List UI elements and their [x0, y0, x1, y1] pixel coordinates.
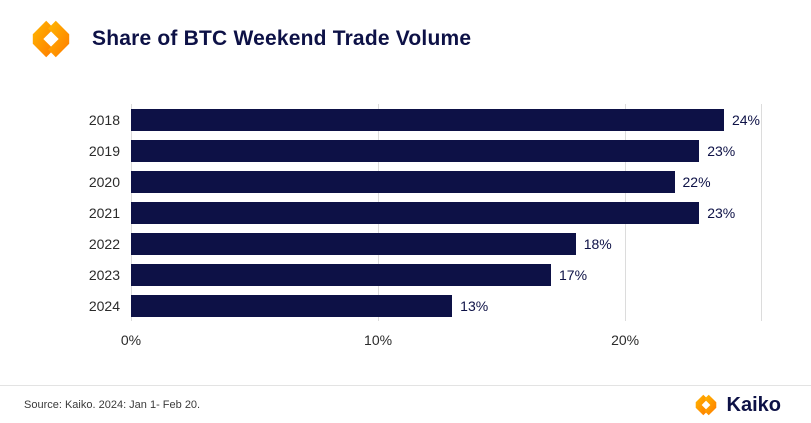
value-label: 23%	[707, 142, 736, 159]
bar-row-2021: 23%	[131, 197, 761, 228]
x-tick-label: 10%	[364, 332, 393, 348]
bar-row-2024: 13%	[131, 290, 761, 321]
bar-row-2018: 24%	[131, 104, 761, 135]
year-label: 2022	[88, 235, 120, 252]
brand-name: Kaiko	[726, 393, 781, 416]
year-label: 2020	[88, 173, 120, 190]
bar-rows: 24% 23% 22% 23% 18% 17% 13%	[131, 104, 761, 321]
year-label: 2023	[88, 266, 120, 283]
bar-2018	[131, 108, 724, 131]
gridline	[761, 104, 762, 321]
x-tick-label: 0%	[120, 332, 142, 348]
year-label: 2021	[88, 204, 120, 221]
bar-2020	[131, 170, 675, 193]
x-tick-label: 20%	[611, 332, 640, 348]
bar-row-2022: 18%	[131, 228, 761, 259]
brand: Kaiko	[693, 392, 781, 418]
page-title: Share of BTC Weekend Trade Volume	[92, 27, 472, 50]
kaiko-logo-icon	[693, 392, 719, 418]
value-label: 18%	[583, 235, 612, 252]
value-label: 13%	[460, 297, 489, 314]
value-label: 17%	[559, 266, 588, 283]
bar-row-2023: 17%	[131, 259, 761, 290]
footer-divider	[0, 385, 811, 386]
header: Share of BTC Weekend Trade Volume	[28, 16, 471, 62]
bar-2022	[131, 232, 576, 255]
bar-chart: 24% 23% 22% 23% 18% 17% 13%	[131, 104, 762, 321]
value-label: 22%	[682, 173, 711, 190]
year-label: 2019	[88, 142, 120, 159]
bar-2019	[131, 139, 700, 162]
year-label: 2018	[88, 111, 120, 128]
kaiko-logo-icon	[28, 16, 74, 62]
bar-2024	[131, 294, 453, 317]
value-label: 24%	[731, 111, 760, 128]
y-axis-labels: 2018 2019 2020 2021 2022 2023 2024	[66, 104, 120, 321]
value-label: 23%	[707, 204, 736, 221]
x-axis-labels: 0% 10% 20%	[121, 332, 761, 352]
bar-row-2019: 23%	[131, 135, 761, 166]
year-label: 2024	[88, 297, 120, 314]
source-note: Source: Kaiko. 2024: Jan 1- Feb 20.	[24, 399, 201, 411]
bar-row-2020: 22%	[131, 166, 761, 197]
bar-2023	[131, 263, 551, 286]
bar-2021	[131, 201, 700, 224]
